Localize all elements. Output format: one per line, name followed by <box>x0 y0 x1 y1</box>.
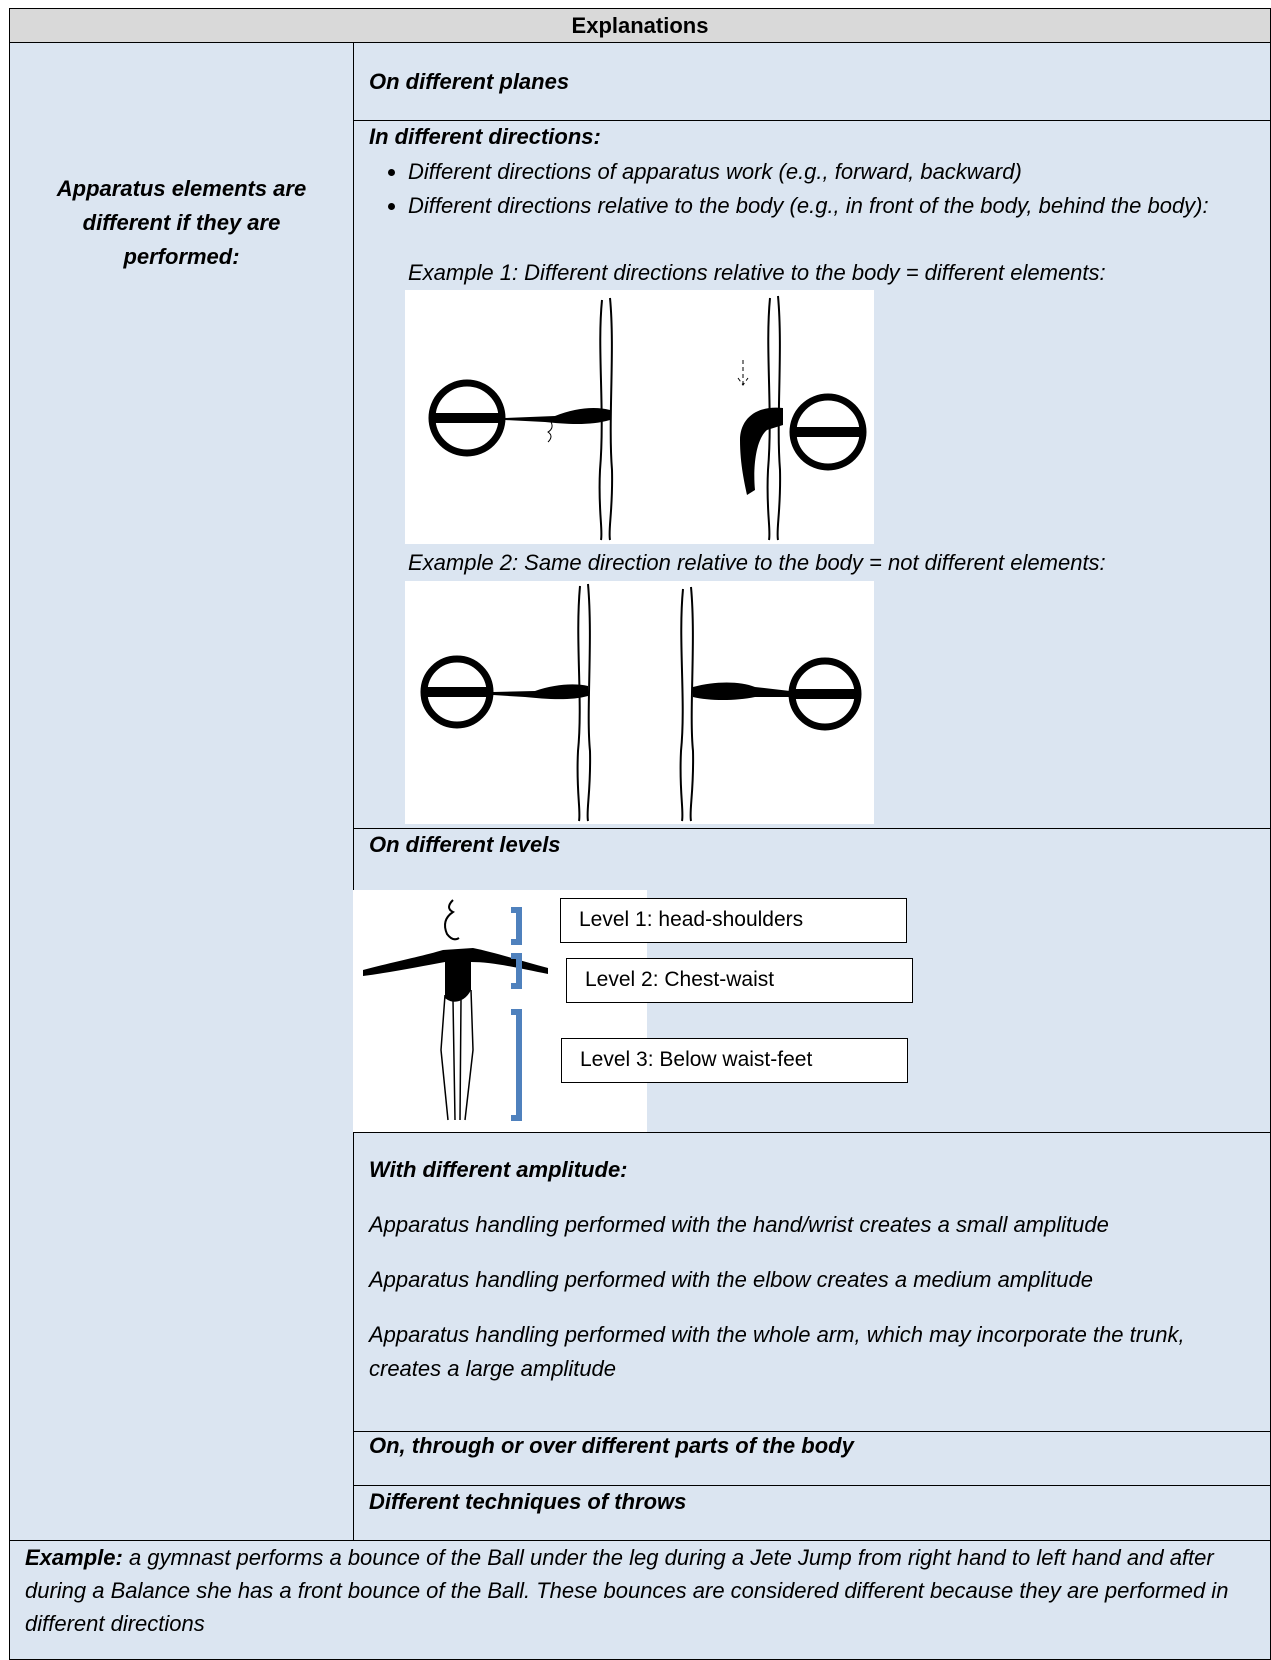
footer-label: Example: <box>25 1545 123 1570</box>
header-cell <box>9 8 1271 43</box>
bullet: Different directions of apparatus work (… <box>408 155 1269 189</box>
row-title: In different directions: <box>369 124 601 149</box>
header-text: Explanations <box>571 13 709 38</box>
level-label: Level 3: Below waist-feet <box>561 1038 908 1083</box>
row-amplitude <box>353 1132 1271 1432</box>
row-title: On, through or over different parts of t… <box>369 1433 854 1458</box>
figure-example-2 <box>405 581 874 824</box>
row-title: On different planes <box>369 69 570 94</box>
bullet-list: Different directions of apparatus work (… <box>369 155 1269 223</box>
row-title: Different techniques of throws <box>369 1489 687 1514</box>
row-throws <box>353 1485 1271 1541</box>
left-cell-text: Apparatus elements are different if they… <box>56 176 307 269</box>
left-cell <box>9 42 354 1541</box>
row-parts <box>353 1431 1271 1486</box>
row-title: With different amplitude: <box>369 1157 628 1182</box>
example-caption: Example 1: Different directions relative… <box>408 260 1106 285</box>
figure-example-1 <box>405 290 874 544</box>
example-caption: Example 2: Same direction relative to th… <box>408 550 1106 575</box>
bullet: Different directions relative to the bod… <box>408 189 1269 223</box>
footer-text: Example: a gymnast performs a bounce of … <box>25 1541 1260 1640</box>
row-title: On different levels <box>369 832 561 857</box>
level-label: Level 2: Chest-waist <box>566 958 913 1003</box>
paragraph: Apparatus handling performed with the wh… <box>369 1322 1185 1381</box>
paragraph: Apparatus handling performed with the ha… <box>369 1212 1109 1237</box>
footer-cell <box>9 1540 1271 1660</box>
paragraph: Apparatus handling performed with the el… <box>369 1267 1093 1292</box>
level-label: Level 1: head-shoulders <box>560 898 907 943</box>
footer-body: a gymnast performs a bounce of the Ball … <box>25 1545 1229 1636</box>
